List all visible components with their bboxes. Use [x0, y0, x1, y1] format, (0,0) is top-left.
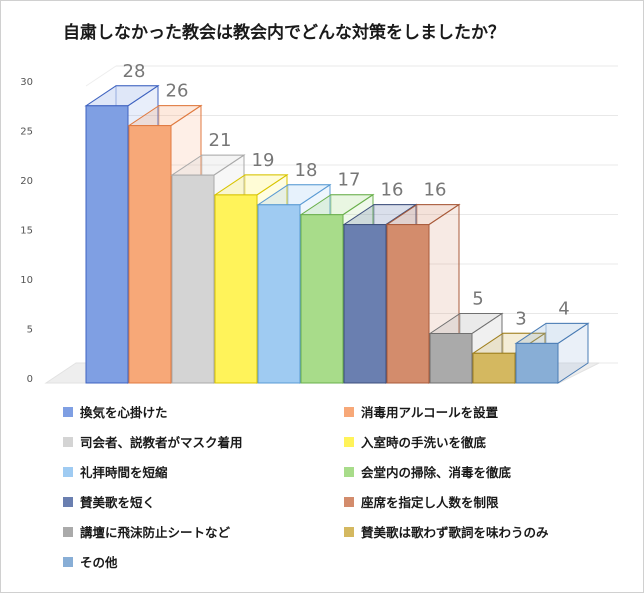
bar: [472, 352, 516, 384]
bar: [214, 194, 258, 384]
y-tick-label: 30: [20, 77, 33, 88]
bar: [257, 204, 301, 384]
y-tick-label: 10: [20, 275, 33, 286]
y-tick-label: 20: [20, 176, 33, 187]
data-label: 28: [123, 61, 146, 82]
bar: [171, 174, 215, 384]
data-label: 26: [166, 81, 189, 102]
bar: [300, 214, 344, 384]
bar: [85, 105, 129, 384]
y-tick-label: 0: [27, 374, 33, 385]
bar: [128, 125, 172, 384]
bar: [515, 342, 559, 384]
data-label: 17: [338, 170, 361, 191]
chart-title: 自粛しなかった教会は教会内でどんな対策をしましたか？: [63, 23, 505, 43]
data-label: 19: [252, 150, 275, 171]
y-tick-label: 25: [20, 127, 33, 138]
data-label: 21: [209, 130, 232, 151]
y-tick-label: 15: [20, 226, 33, 237]
data-label: 3: [515, 308, 526, 329]
bar: [343, 224, 387, 384]
y-tick-label: 5: [27, 325, 33, 336]
bar: [429, 333, 473, 384]
data-label: 18: [295, 160, 318, 181]
data-label: 4: [558, 298, 569, 319]
data-label: 16: [424, 180, 447, 201]
data-label: 16: [381, 180, 404, 201]
data-label: 5: [472, 289, 483, 310]
bar: [386, 224, 430, 384]
gridline-side: [85, 65, 117, 87]
